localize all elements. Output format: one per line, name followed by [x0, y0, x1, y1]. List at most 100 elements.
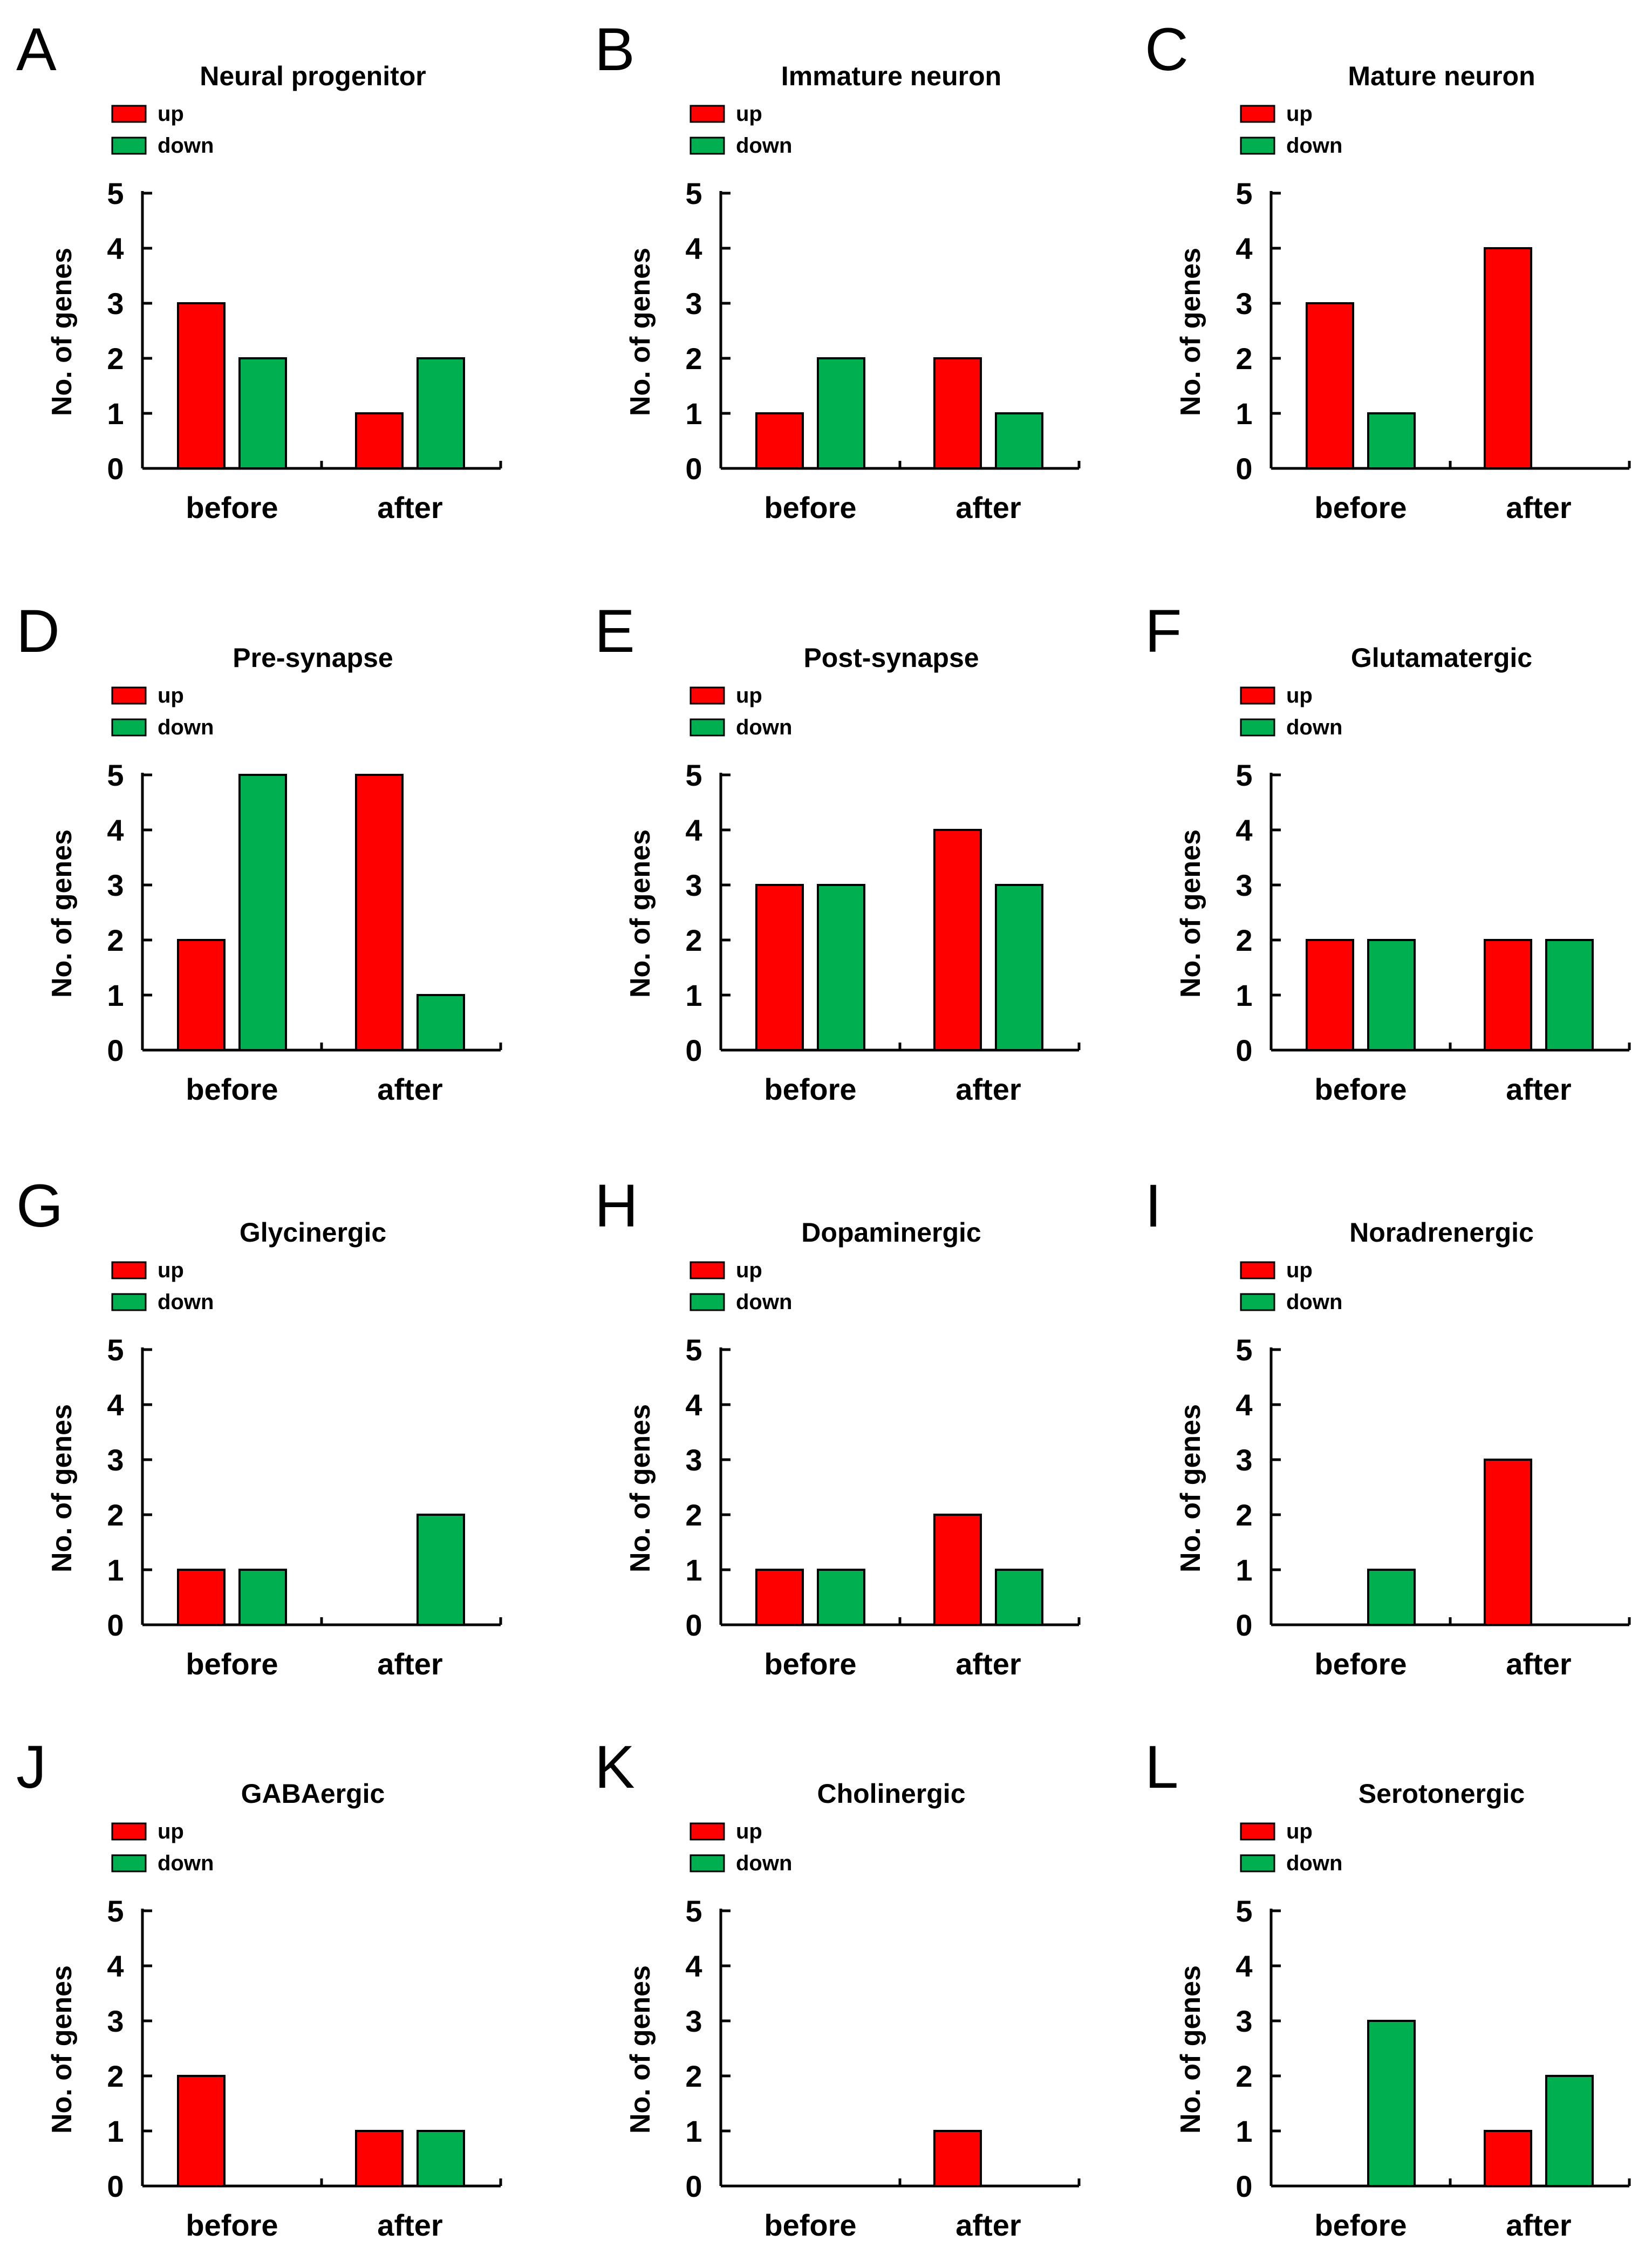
y-axis-title: No. of genes: [46, 1965, 78, 2134]
x-category-label-after: after: [955, 491, 1021, 525]
y-tick-label-3: 3: [685, 1443, 702, 1477]
y-tick-label-5: 5: [685, 1333, 702, 1367]
panel-title: Glutamatergic: [1351, 643, 1532, 673]
y-tick-label-4: 4: [1235, 1949, 1252, 1983]
bar-up-after: [1484, 247, 1532, 469]
bar-up-before: [755, 1569, 804, 1626]
panel-letter: G: [16, 1172, 63, 1240]
y-tick-label-1: 1: [1235, 397, 1252, 431]
x-category-label-before: before: [1314, 1072, 1407, 1106]
x-category-label-after: after: [955, 1647, 1021, 1681]
y-tick-label-5: 5: [685, 176, 702, 210]
y-tick-label-2: 2: [685, 342, 702, 376]
bar-up-before: [1306, 302, 1354, 469]
x-category-label-after: after: [1506, 1072, 1571, 1106]
legend-label-up: up: [736, 1258, 762, 1282]
bar-down-after: [417, 357, 465, 469]
x-category-label-before: before: [764, 1647, 856, 1681]
y-tick-label-0: 0: [685, 1608, 702, 1642]
panel-k: K Cholinergic up down No. of genes 0 1 2 3 4 5 befo…: [595, 1733, 1081, 2242]
y-tick-label-3: 3: [1235, 868, 1252, 902]
bar-up-after: [355, 774, 404, 1051]
bar-up-before: [177, 1569, 226, 1626]
panel-c: C Mature neuron up down No. of genes 0 1 2 3 4 5 be…: [1145, 16, 1631, 525]
y-tick-label-5: 5: [107, 1894, 124, 1928]
bar-up-after: [933, 357, 982, 469]
y-tick-label-2: 2: [685, 2059, 702, 2093]
legend-label-up: up: [158, 1258, 184, 1282]
legend-label-down: down: [158, 134, 214, 158]
panel-l: L Serotonergic up down No. of genes 0 1 2 3 4 5 bef…: [1145, 1733, 1631, 2242]
panel-title: Immature neuron: [781, 61, 1001, 91]
bar-up-before: [755, 412, 804, 469]
panel-letter: H: [595, 1172, 638, 1240]
legend-label-down: down: [736, 1290, 792, 1314]
y-tick-label-0: 0: [1235, 452, 1252, 486]
x-category-label-after: after: [377, 491, 442, 525]
y-tick-label-1: 1: [685, 2114, 702, 2148]
x-category-label-after: after: [955, 1072, 1021, 1106]
legend-label-down: down: [1286, 134, 1342, 158]
bar-up-after: [933, 829, 982, 1051]
bar-down-after: [1545, 939, 1594, 1051]
x-category-label-before: before: [186, 1072, 278, 1106]
legend-label-up: up: [158, 684, 184, 707]
legend-swatch-down: [1240, 1293, 1275, 1311]
y-tick-label-3: 3: [107, 868, 124, 902]
y-tick-label-5: 5: [1235, 176, 1252, 210]
legend-label-up: up: [736, 102, 762, 126]
legend-swatch-down: [1240, 137, 1275, 155]
bar-up-after: [1484, 2130, 1532, 2187]
legend-label-down: down: [158, 1851, 214, 1875]
legend-label-up: up: [1286, 1820, 1313, 1843]
panel-title: Noradrenergic: [1349, 1217, 1534, 1248]
panel-letter: J: [16, 1733, 46, 1801]
y-tick-label-0: 0: [107, 1608, 124, 1642]
y-tick-label-2: 2: [107, 342, 124, 376]
legend-swatch-down: [111, 1854, 147, 1872]
y-axis-title: No. of genes: [1175, 1965, 1206, 2134]
panel-letter: I: [1145, 1172, 1162, 1240]
legend-label-up: up: [736, 684, 762, 707]
y-tick-label-2: 2: [685, 1498, 702, 1532]
legend-label-up: up: [1286, 684, 1313, 707]
bar-down-after: [417, 2130, 465, 2187]
y-tick-label-1: 1: [1235, 978, 1252, 1012]
y-tick-label-5: 5: [107, 758, 124, 792]
x-category-label-before: before: [186, 2208, 278, 2242]
legend-swatch-down: [111, 1293, 147, 1311]
y-axis-title: No. of genes: [625, 1965, 656, 2134]
panel-title: Mature neuron: [1348, 61, 1535, 91]
y-tick-label-0: 0: [1235, 2169, 1252, 2203]
y-tick-label-3: 3: [1235, 1443, 1252, 1477]
y-tick-label-5: 5: [1235, 1333, 1252, 1367]
x-category-label-before: before: [186, 1647, 278, 1681]
panel-letter: C: [1145, 16, 1189, 83]
x-category-label-after: after: [955, 2208, 1021, 2242]
legend-label-up: up: [1286, 102, 1313, 126]
y-tick-label-0: 0: [685, 452, 702, 486]
legend-swatch-down: [111, 137, 147, 155]
y-tick-label-1: 1: [1235, 1553, 1252, 1587]
legend-swatch-up: [690, 1261, 725, 1279]
y-tick-label-2: 2: [1235, 1498, 1252, 1532]
y-tick-label-5: 5: [107, 1333, 124, 1367]
bar-down-before: [1367, 412, 1416, 469]
y-axis-title: No. of genes: [1175, 829, 1206, 998]
y-tick-label-5: 5: [1235, 758, 1252, 792]
x-category-label-after: after: [377, 1647, 442, 1681]
x-category-label-after: after: [1506, 2208, 1571, 2242]
legend-swatch-up: [1240, 1822, 1275, 1841]
y-tick-label-3: 3: [1235, 287, 1252, 321]
y-axis-title: No. of genes: [1175, 1404, 1206, 1572]
bar-down-after: [995, 1569, 1043, 1626]
legend-swatch-up: [690, 686, 725, 705]
legend-label-up: up: [158, 102, 184, 126]
panel-title: Neural progenitor: [200, 61, 426, 91]
y-tick-label-4: 4: [107, 813, 124, 847]
y-tick-label-3: 3: [1235, 2004, 1252, 2038]
bar-down-before: [1367, 1569, 1416, 1626]
panel-letter: L: [1145, 1733, 1178, 1801]
y-tick-label-2: 2: [1235, 342, 1252, 376]
